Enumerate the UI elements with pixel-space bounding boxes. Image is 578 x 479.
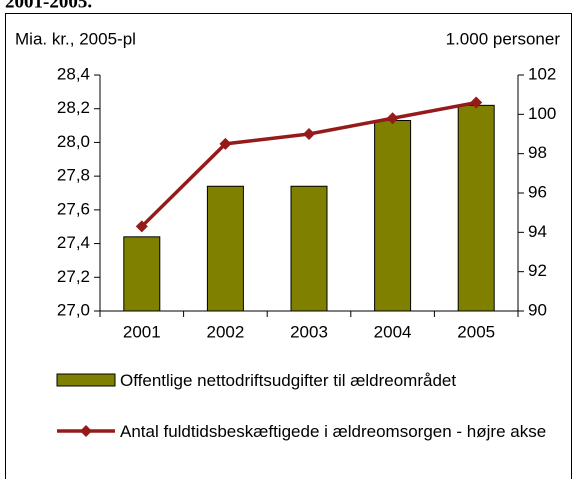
bar	[206, 185, 244, 312]
marker	[470, 96, 483, 109]
x-tick-label: 2005	[457, 322, 495, 341]
chart-title: 2001-2005.	[5, 0, 92, 12]
x-tick-label: 2002	[206, 322, 244, 341]
x-tick-label: 2003	[290, 322, 328, 341]
y-tick-label: 28,0	[57, 132, 90, 151]
marker	[135, 220, 148, 233]
bar	[123, 236, 161, 312]
y2-tick-label: 90	[528, 300, 547, 319]
y2-tick-label: 102	[528, 64, 556, 83]
bar	[290, 185, 328, 312]
x-tick-label: 2004	[374, 322, 412, 341]
y2-tick-label: 94	[528, 222, 547, 241]
y2-tick-label: 92	[528, 261, 547, 280]
y2-axis-label: 1.000 personer	[446, 29, 561, 48]
legend-swatch	[56, 373, 116, 387]
bar	[374, 120, 412, 312]
legend-label: Antal fuldtidsbeskæftigede i ældreomsorg…	[120, 422, 547, 441]
y2-tick-label: 96	[528, 182, 547, 201]
y-tick-label: 27,4	[57, 233, 90, 252]
bar	[457, 104, 495, 312]
y-axis-label: Mia. kr., 2005-pl	[15, 29, 136, 48]
legend-swatch	[80, 425, 92, 437]
marker	[303, 128, 315, 140]
y-tick-label: 27,2	[57, 267, 90, 286]
y-tick-label: 28,2	[57, 98, 90, 117]
y-tick-label: 28,4	[57, 64, 90, 83]
y2-tick-label: 98	[528, 143, 547, 162]
x-tick-label: 2001	[123, 322, 161, 341]
y-tick-label: 27,6	[57, 199, 90, 218]
marker	[386, 112, 399, 125]
y-tick-label: 27,8	[57, 166, 90, 185]
legend-label: Offentlige nettodriftsudgifter til ældre…	[120, 371, 457, 390]
y2-tick-label: 100	[528, 104, 556, 123]
y-tick-label: 27,0	[57, 300, 90, 319]
marker	[219, 137, 232, 150]
